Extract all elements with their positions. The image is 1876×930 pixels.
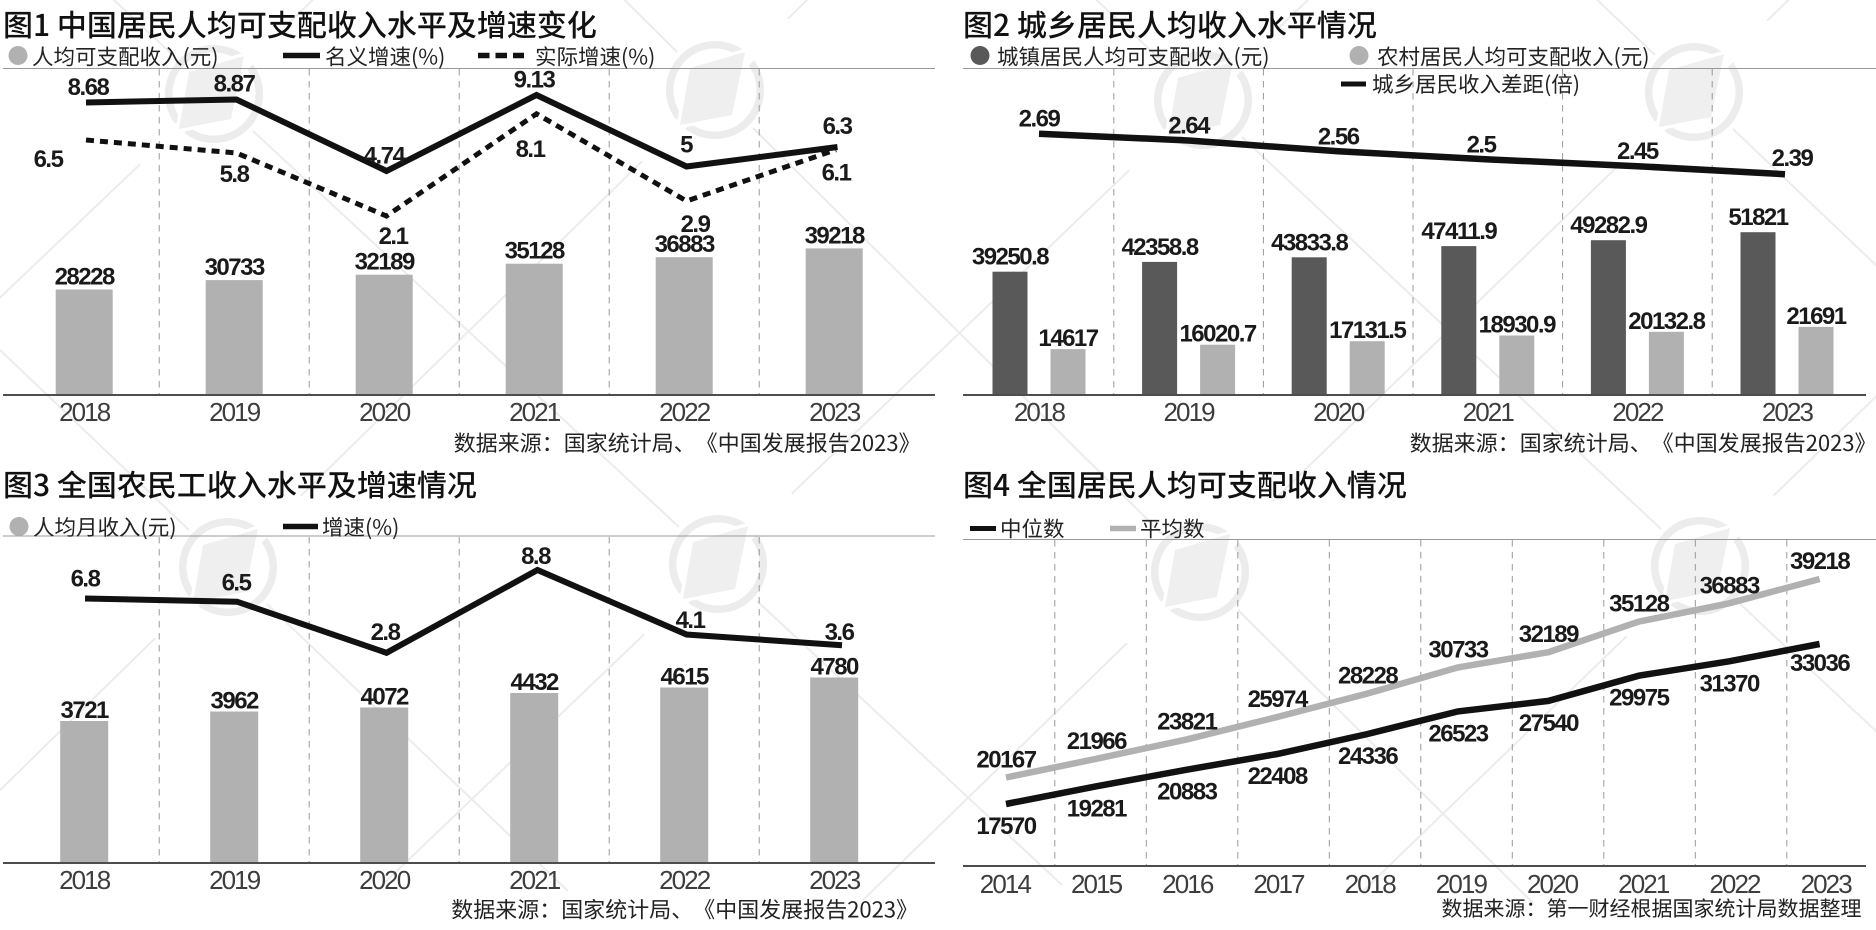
svg-text:4.74: 4.74 — [364, 143, 407, 170]
svg-text:42358.8: 42358.8 — [1121, 234, 1198, 261]
svg-text:39218: 39218 — [1790, 548, 1850, 575]
svg-text:3721: 3721 — [61, 697, 110, 724]
svg-text:36883: 36883 — [1700, 572, 1760, 599]
svg-text:2018: 2018 — [1345, 869, 1397, 899]
svg-text:2018: 2018 — [59, 865, 111, 895]
svg-text:2018: 2018 — [59, 397, 111, 427]
svg-text:32189: 32189 — [355, 249, 415, 276]
svg-text:5.8: 5.8 — [220, 161, 250, 188]
svg-text:4.1: 4.1 — [676, 607, 706, 634]
svg-text:2019: 2019 — [209, 397, 261, 427]
svg-text:20167: 20167 — [976, 747, 1036, 774]
svg-text:6.8: 6.8 — [71, 566, 101, 593]
svg-text:2022: 2022 — [1612, 397, 1664, 427]
svg-text:4615: 4615 — [661, 664, 710, 691]
svg-text:32189: 32189 — [1519, 621, 1579, 648]
svg-text:25974: 25974 — [1248, 686, 1309, 713]
svg-text:2.56: 2.56 — [1318, 123, 1360, 150]
svg-text:35128: 35128 — [1609, 591, 1669, 618]
svg-text:2017: 2017 — [1253, 869, 1305, 899]
svg-text:2.5: 2.5 — [1467, 131, 1497, 158]
svg-text:2019: 2019 — [1163, 397, 1215, 427]
svg-text:20883: 20883 — [1157, 779, 1217, 806]
svg-text:2015: 2015 — [1071, 869, 1123, 899]
svg-text:33036: 33036 — [1790, 650, 1850, 677]
svg-text:4432: 4432 — [511, 669, 560, 696]
svg-text:23821: 23821 — [1157, 708, 1217, 735]
svg-text:2.9: 2.9 — [681, 211, 711, 238]
svg-text:2020: 2020 — [1527, 869, 1579, 899]
svg-text:2.69: 2.69 — [1019, 106, 1061, 133]
svg-text:16020.7: 16020.7 — [1179, 321, 1256, 348]
svg-text:2023: 2023 — [1801, 869, 1853, 899]
svg-text:5: 5 — [680, 132, 693, 159]
svg-text:2016: 2016 — [1162, 869, 1214, 899]
svg-text:3962: 3962 — [211, 688, 260, 715]
svg-text:19281: 19281 — [1067, 795, 1127, 822]
svg-text:2.8: 2.8 — [371, 619, 401, 646]
svg-text:2020: 2020 — [359, 865, 411, 895]
svg-text:4072: 4072 — [361, 684, 410, 711]
svg-text:2021: 2021 — [509, 865, 561, 895]
svg-text:9.13: 9.13 — [514, 67, 556, 94]
svg-text:28228: 28228 — [55, 264, 115, 291]
svg-text:6.5: 6.5 — [222, 570, 252, 597]
svg-text:17131.5: 17131.5 — [1329, 317, 1406, 344]
svg-text:24336: 24336 — [1338, 743, 1398, 770]
svg-text:39250.8: 39250.8 — [972, 244, 1049, 271]
svg-text:39218: 39218 — [805, 222, 865, 249]
svg-text:2.64: 2.64 — [1168, 113, 1211, 140]
svg-text:2021: 2021 — [1618, 869, 1670, 899]
svg-text:21691: 21691 — [1786, 303, 1846, 330]
svg-text:35128: 35128 — [505, 238, 565, 265]
svg-text:2019: 2019 — [209, 865, 261, 895]
svg-text:22408: 22408 — [1248, 763, 1308, 790]
svg-text:21966: 21966 — [1067, 728, 1127, 755]
svg-text:4780: 4780 — [811, 654, 860, 681]
svg-text:8.68: 8.68 — [68, 74, 110, 101]
svg-text:2.39: 2.39 — [1772, 145, 1814, 172]
svg-text:2023: 2023 — [809, 397, 861, 427]
svg-text:8.1: 8.1 — [516, 136, 546, 163]
svg-text:2.1: 2.1 — [379, 223, 409, 250]
svg-text:28228: 28228 — [1338, 663, 1398, 690]
svg-text:17570: 17570 — [976, 813, 1036, 840]
svg-text:2022: 2022 — [1709, 869, 1761, 899]
svg-text:29975: 29975 — [1609, 685, 1669, 712]
svg-text:31370: 31370 — [1700, 670, 1760, 697]
svg-text:51821: 51821 — [1728, 204, 1788, 231]
svg-text:8.87: 8.87 — [214, 71, 256, 98]
svg-text:2022: 2022 — [659, 865, 711, 895]
svg-text:27540: 27540 — [1519, 710, 1579, 737]
svg-text:6.1: 6.1 — [822, 160, 852, 187]
svg-text:2021: 2021 — [1463, 397, 1515, 427]
svg-text:2020: 2020 — [1313, 397, 1365, 427]
svg-text:2021: 2021 — [509, 397, 561, 427]
svg-text:36883: 36883 — [655, 231, 715, 258]
svg-text:47411.9: 47411.9 — [1421, 218, 1497, 245]
svg-text:30733: 30733 — [205, 254, 265, 281]
svg-text:14617: 14617 — [1038, 325, 1098, 352]
svg-text:6.5: 6.5 — [34, 146, 64, 173]
svg-text:18930.9: 18930.9 — [1479, 312, 1556, 339]
svg-text:26523: 26523 — [1428, 720, 1488, 747]
svg-text:2.45: 2.45 — [1617, 138, 1659, 165]
svg-text:2019: 2019 — [1436, 869, 1488, 899]
svg-text:2023: 2023 — [809, 865, 861, 895]
svg-text:30733: 30733 — [1428, 636, 1488, 663]
svg-text:3.6: 3.6 — [825, 619, 855, 646]
svg-text:2020: 2020 — [359, 397, 411, 427]
svg-text:2018: 2018 — [1014, 397, 1066, 427]
svg-text:8.8: 8.8 — [521, 543, 551, 570]
svg-text:2023: 2023 — [1762, 397, 1814, 427]
svg-text:2022: 2022 — [659, 397, 711, 427]
svg-text:49282.9: 49282.9 — [1570, 212, 1647, 239]
svg-text:20132.8: 20132.8 — [1628, 308, 1705, 335]
svg-text:6.3: 6.3 — [823, 113, 853, 140]
svg-text:43833.8: 43833.8 — [1271, 229, 1348, 256]
svg-text:2014: 2014 — [980, 869, 1032, 899]
